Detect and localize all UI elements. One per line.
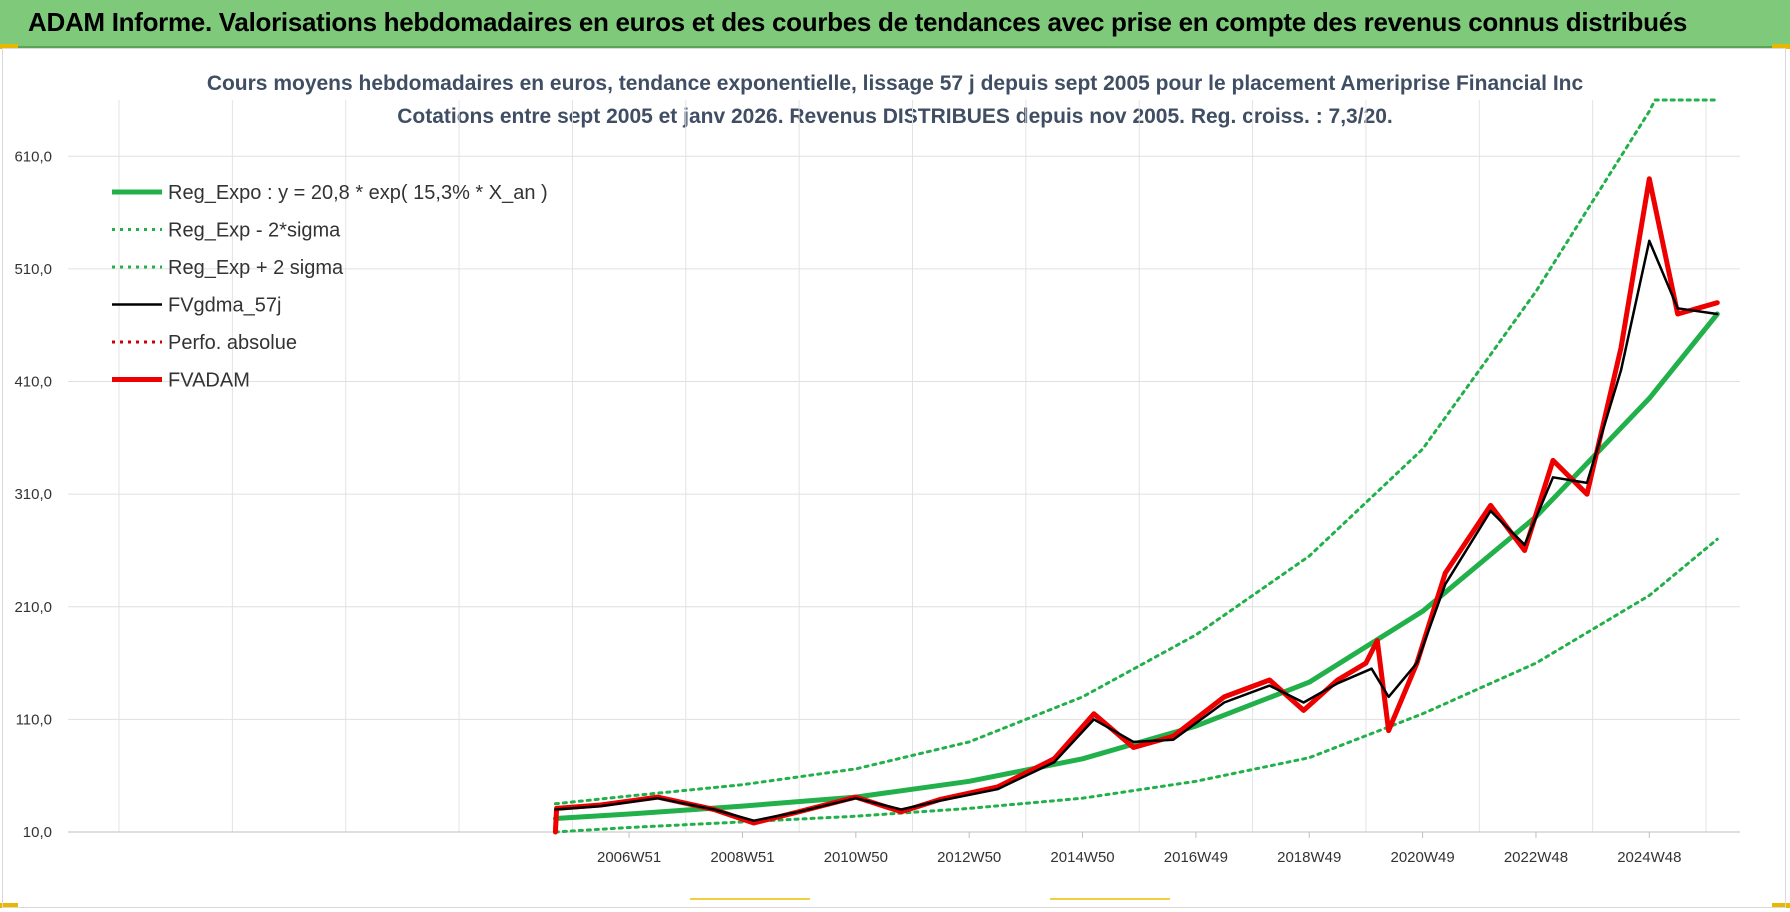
x-tick-label: 2012W50 [937, 849, 1001, 866]
y-tick-label: 110,0 [16, 711, 52, 728]
chart-frame [2, 48, 1786, 908]
tab-marker [690, 898, 810, 900]
x-tick-label: 2020W49 [1390, 849, 1454, 866]
y-tick-label: 410,0 [14, 374, 52, 391]
legend-label: Reg_Exp - 2*sigma [168, 220, 341, 242]
corner-marker [0, 903, 18, 908]
x-tick-label: 2024W48 [1617, 849, 1681, 866]
x-tick-label: 2014W50 [1050, 849, 1114, 866]
legend-label: Reg_Exp + 2 sigma [168, 257, 344, 279]
tab-marker [1050, 898, 1170, 900]
legend-label: FVgdma_57j [168, 295, 281, 317]
x-tick-label: 2022W48 [1504, 849, 1568, 866]
series-line [554, 239, 1719, 822]
y-tick-label: 210,0 [14, 599, 52, 616]
series-line [552, 176, 1720, 835]
y-tick-label: 310,0 [14, 486, 52, 503]
x-tick-label: 2010W50 [824, 849, 888, 866]
corner-marker [1772, 44, 1790, 49]
legend-label: Reg_Expo : y = 20,8 * exp( 15,3% * X_an … [168, 182, 548, 204]
y-tick-label: 610,0 [14, 148, 52, 165]
x-tick-label: 2008W51 [710, 849, 774, 866]
x-tick-label: 2006W51 [597, 849, 661, 866]
banner-title: ADAM Informe. Valorisations hebdomadaire… [28, 7, 1688, 37]
series-line [553, 537, 1719, 834]
legend-label: FVADAM [168, 370, 250, 392]
corner-marker [1772, 903, 1790, 908]
chart-subtitle: Cotations entre sept 2005 et janv 2026. … [397, 105, 1393, 128]
x-tick-label: 2018W49 [1277, 849, 1341, 866]
y-tick-label: 10,0 [23, 824, 52, 841]
legend-label: Perfo. absolue [168, 332, 297, 354]
corner-marker [0, 44, 18, 49]
series-line [553, 98, 1719, 806]
chart-title: Cours moyens hebdomadaires en euros, ten… [206, 72, 1584, 95]
header-banner: ADAM Informe. Valorisations hebdomadaire… [0, 0, 1790, 48]
x-tick-label: 2016W49 [1164, 849, 1228, 866]
y-tick-label: 510,0 [14, 261, 52, 278]
